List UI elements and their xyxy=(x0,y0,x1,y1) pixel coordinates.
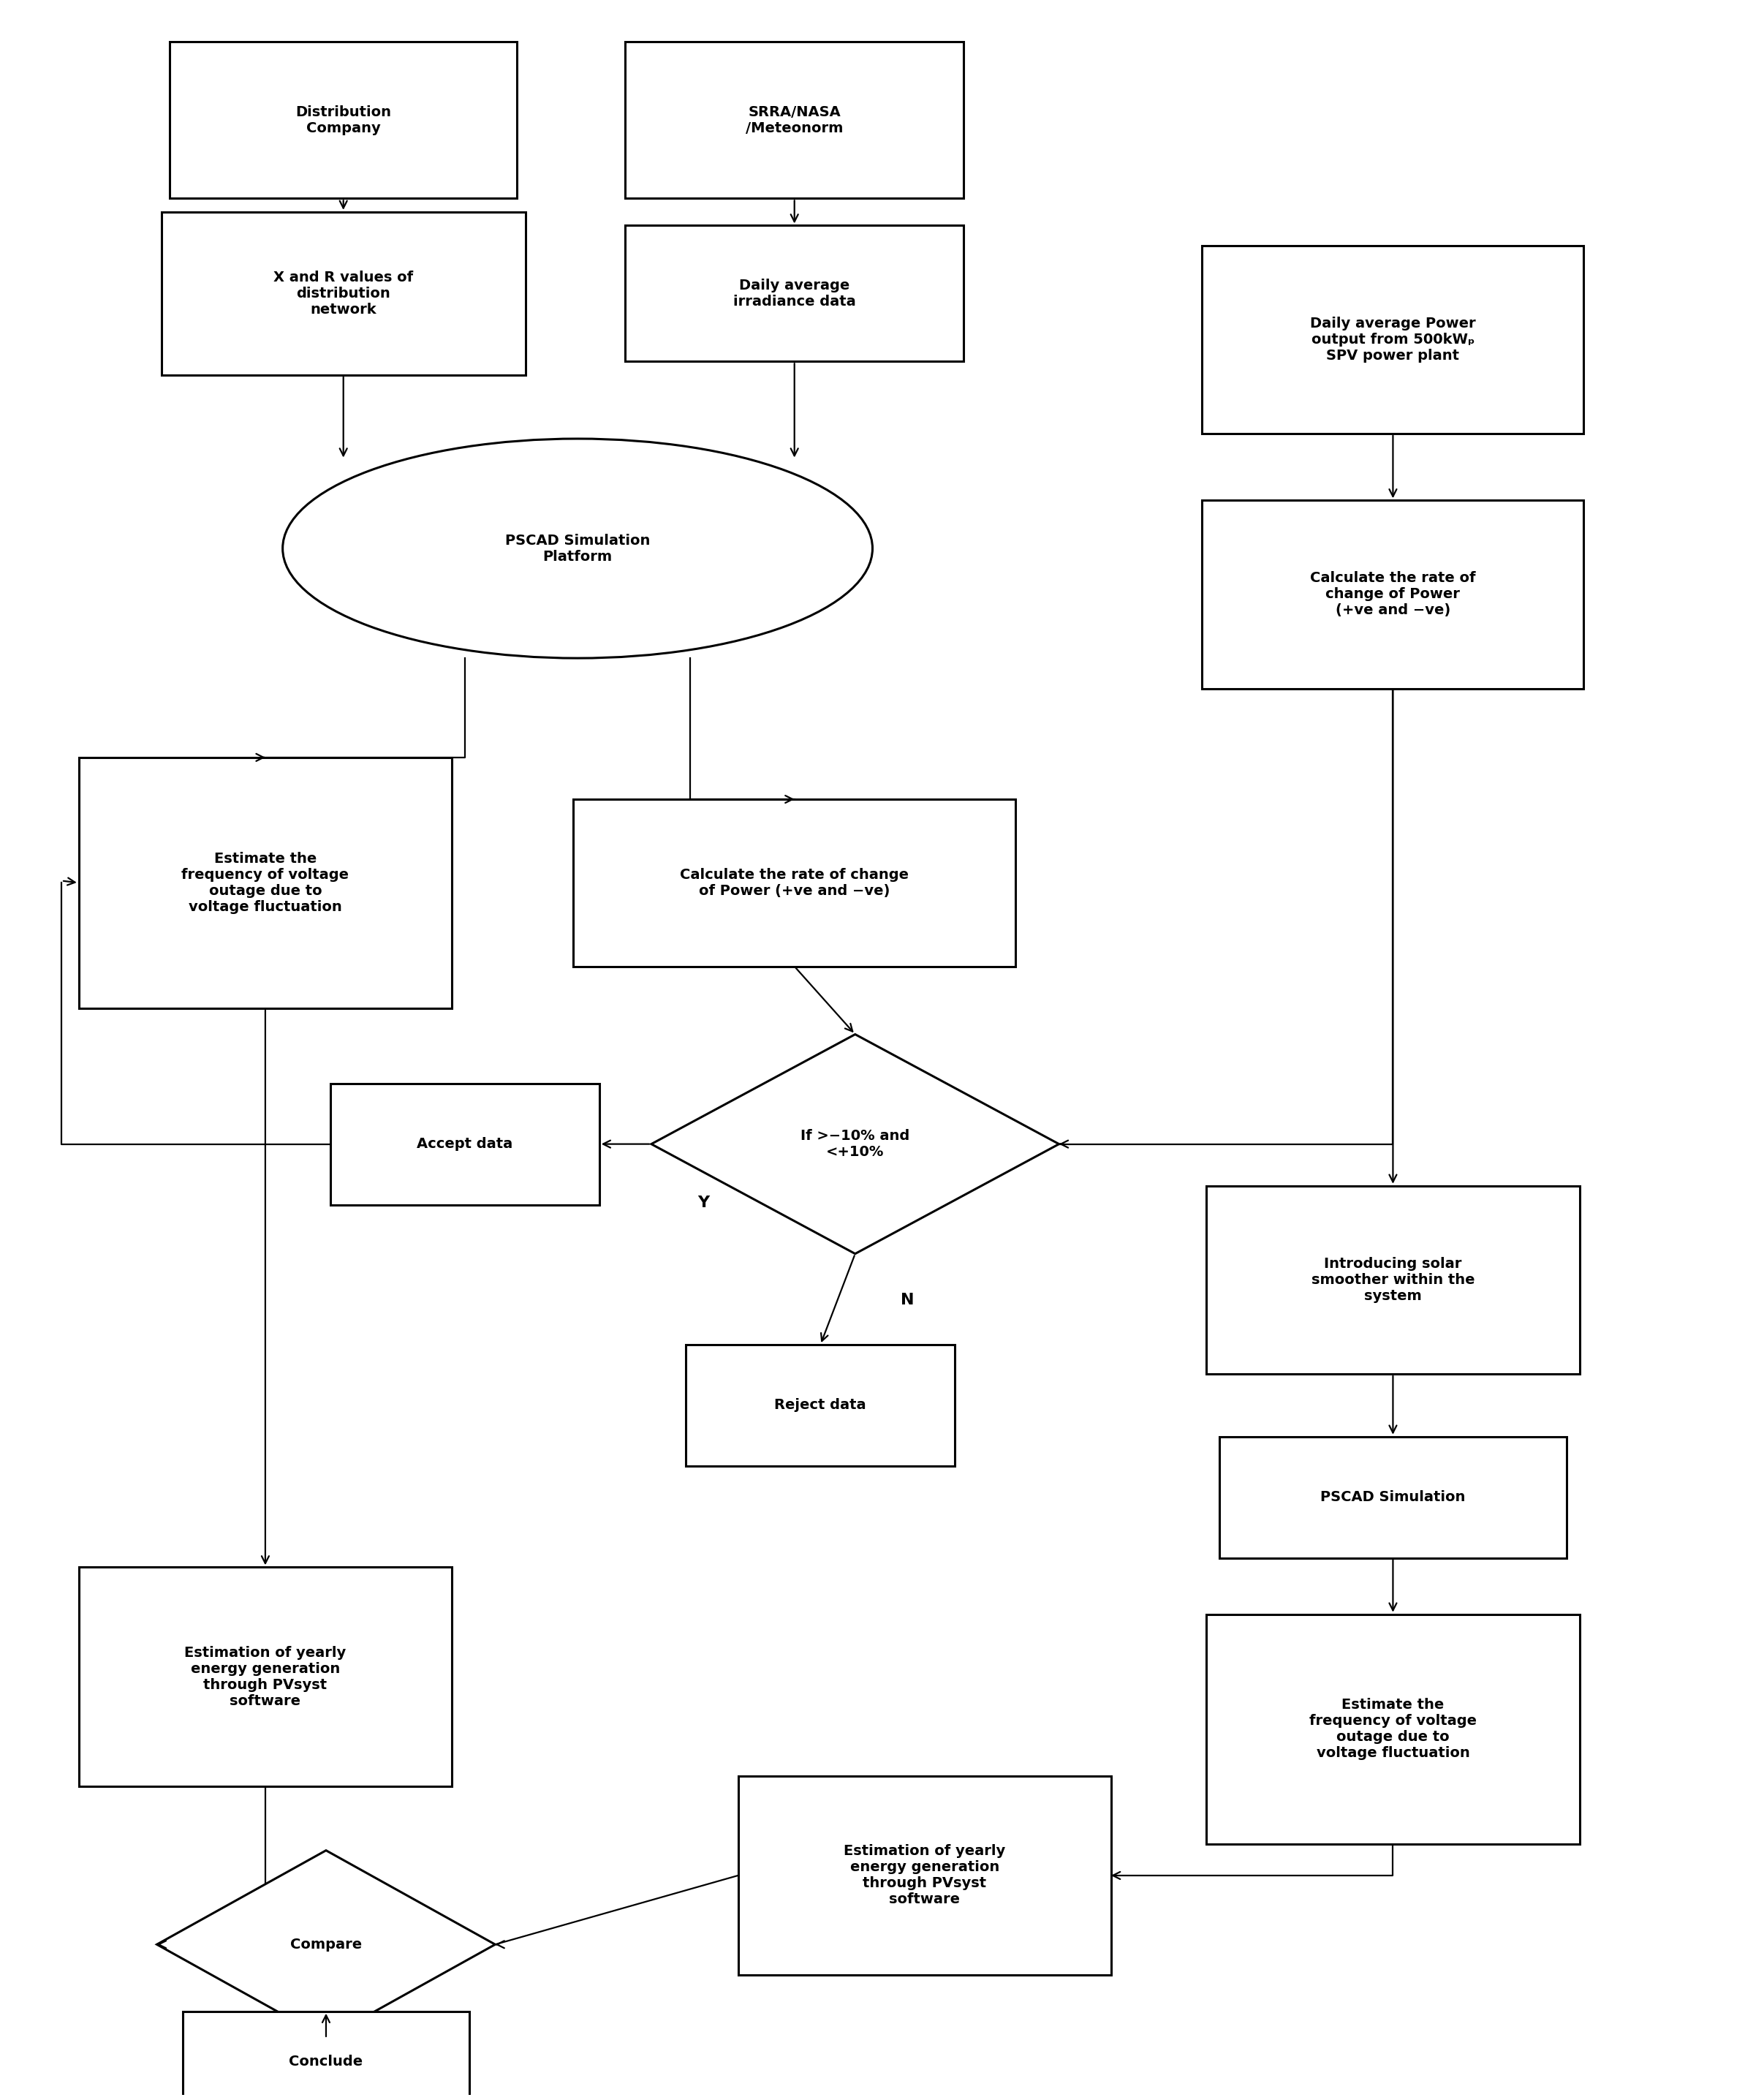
Bar xyxy=(169,42,517,197)
Text: PSCAD Simulation
Platform: PSCAD Simulation Platform xyxy=(504,533,651,563)
Text: Daily average
irradiance data: Daily average irradiance data xyxy=(733,279,855,309)
Polygon shape xyxy=(157,1850,496,2039)
Bar xyxy=(79,758,452,1008)
Bar xyxy=(1206,1186,1579,1373)
Bar xyxy=(625,42,963,197)
Text: Estimation of yearly
energy generation
through PVsyst
software: Estimation of yearly energy generation t… xyxy=(185,1646,346,1707)
Text: PSCAD Simulation: PSCAD Simulation xyxy=(1321,1491,1466,1504)
Bar xyxy=(161,212,525,376)
Text: Calculate the rate of change
of Power (+ve and −ve): Calculate the rate of change of Power (+… xyxy=(681,867,909,899)
Text: Accept data: Accept data xyxy=(417,1136,513,1151)
Text: X and R values of
distribution
network: X and R values of distribution network xyxy=(274,271,414,317)
Bar xyxy=(574,800,1016,966)
Text: Estimate the
frequency of voltage
outage due to
voltage fluctuation: Estimate the frequency of voltage outage… xyxy=(181,853,349,914)
Bar xyxy=(1202,246,1584,433)
Text: Calculate the rate of
change of Power
(+ve and −ve): Calculate the rate of change of Power (+… xyxy=(1310,571,1476,617)
Bar xyxy=(79,1567,452,1787)
Text: SRRA/NASA
/Meteonorm: SRRA/NASA /Meteonorm xyxy=(745,105,843,134)
Text: If >−10% and
<+10%: If >−10% and <+10% xyxy=(801,1130,909,1159)
Text: N: N xyxy=(900,1292,914,1306)
Text: Introducing solar
smoother within the
system: Introducing solar smoother within the sy… xyxy=(1310,1258,1475,1302)
Text: Estimation of yearly
energy generation
through PVsyst
software: Estimation of yearly energy generation t… xyxy=(843,1844,1005,1907)
Bar xyxy=(330,1084,599,1205)
Text: Daily average Power
output from 500kWₚ
SPV power plant: Daily average Power output from 500kWₚ S… xyxy=(1310,317,1476,363)
Text: Reject data: Reject data xyxy=(775,1399,866,1411)
Bar xyxy=(686,1344,955,1466)
Ellipse shape xyxy=(283,439,872,657)
Polygon shape xyxy=(651,1035,1059,1254)
Text: Y: Y xyxy=(698,1195,708,1210)
Bar xyxy=(1202,500,1584,689)
Bar xyxy=(1220,1436,1567,1558)
Bar xyxy=(183,2012,469,2100)
Bar xyxy=(625,225,963,361)
Text: Conclude: Conclude xyxy=(290,2054,363,2068)
Text: Distribution
Company: Distribution Company xyxy=(295,105,391,134)
Bar xyxy=(738,1777,1112,1974)
Text: Estimate the
frequency of voltage
outage due to
voltage fluctuation: Estimate the frequency of voltage outage… xyxy=(1309,1699,1476,1760)
Text: Compare: Compare xyxy=(290,1938,361,1951)
Bar xyxy=(1206,1615,1579,1844)
